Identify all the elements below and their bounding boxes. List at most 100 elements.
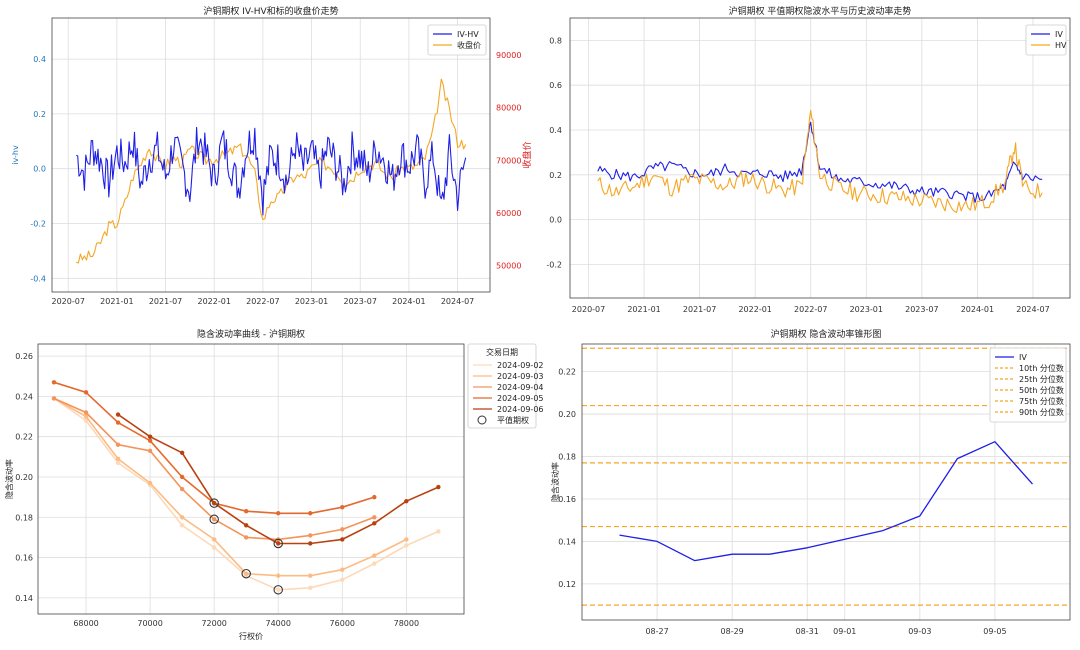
x-tick-label: 2023-01	[295, 297, 328, 306]
legend-title: 交易日期	[486, 347, 518, 357]
y-tick-label: 0.24	[15, 392, 33, 401]
x-tick-label: 2022-01	[198, 297, 231, 306]
x-tick-label: 2023-07	[905, 305, 938, 314]
y-tick-label: 0.0	[549, 216, 562, 225]
legend-label: 2024-09-04	[497, 383, 544, 392]
legend-label: IV-HV	[457, 30, 479, 39]
legend-label: 2024-09-06	[497, 405, 544, 414]
data-point	[83, 390, 89, 395]
x-tick-label: 76000	[330, 619, 355, 628]
y-tick-label: 0.12	[558, 580, 576, 589]
legend-marker	[477, 415, 487, 425]
data-point	[340, 505, 345, 510]
chart-smile: 68000 70000 72000 74000 76000 78000 0.14 0.16 0.…	[4, 328, 544, 641]
atm-point-marker	[241, 568, 251, 579]
legend-label: 2024-09-02	[497, 361, 544, 370]
chart3-frame	[37, 343, 465, 615]
legend-label: IV	[1055, 30, 1063, 39]
data-point	[243, 509, 249, 514]
y-tick-label: 0.4	[33, 55, 46, 64]
data-point	[115, 420, 121, 425]
data-point	[179, 515, 185, 520]
y-tick-label: 0.6	[549, 81, 562, 90]
data-point	[276, 541, 281, 546]
data-point	[211, 537, 217, 542]
data-point	[340, 567, 345, 572]
chart1-frame	[51, 17, 491, 293]
x-tick-label: 2021-07	[149, 297, 182, 306]
series-iv-line	[597, 121, 1043, 203]
x-tick-label: 2020-07	[52, 297, 85, 306]
data-point	[115, 460, 121, 466]
data-point	[276, 573, 281, 578]
y-right-tick-label: 60000	[496, 209, 521, 218]
data-point	[308, 573, 313, 578]
data-point	[51, 380, 57, 385]
data-point	[83, 414, 89, 419]
data-point	[179, 486, 185, 492]
y-tick-label: -0.2	[546, 260, 562, 269]
series-line-2024-09-02	[53, 397, 439, 591]
atm-point-marker	[273, 585, 283, 595]
chart4-frame	[581, 343, 1071, 621]
chart-cone: 08-27 08-29 08-31 09-01 09-03 09-05 0.12 0.14 0.…	[550, 328, 1071, 636]
legend-label: HV	[1055, 41, 1067, 50]
y-right-tick-label: 50000	[496, 262, 521, 271]
y-tick-label: 0.2	[33, 110, 46, 119]
data-point	[308, 533, 313, 538]
chart-title: 沪铜期权 隐含波动率锥形图	[771, 328, 882, 340]
atm-point-marker	[209, 498, 219, 508]
x-tick-label: 74000	[265, 619, 290, 628]
atm-point-marker	[273, 538, 283, 549]
legend-box	[427, 24, 487, 56]
y-tick-label: 0.22	[558, 368, 576, 377]
data-point	[147, 480, 153, 486]
x-tick-label: 2023-07	[344, 297, 377, 306]
y-tick-label: 0.8	[549, 36, 562, 45]
x-tick-label: 2021-01	[627, 305, 660, 314]
chart-ivhv-price: 2020-07 2021-01 2021-07 2022-01 2022-07 2023-…	[11, 5, 533, 306]
data-point	[308, 541, 313, 546]
atm-point-marker	[209, 514, 219, 525]
data-point	[115, 456, 121, 462]
data-point	[372, 561, 377, 566]
y-tick-label: 0.22	[15, 433, 33, 442]
x-tick-label: 2022-07	[246, 297, 279, 306]
data-point	[308, 585, 313, 591]
series-iv-line	[619, 441, 1033, 562]
x-tick-label: 2024-07	[441, 297, 474, 306]
data-point	[404, 498, 409, 504]
y-tick-label: 0.18	[558, 453, 576, 462]
data-point	[211, 500, 217, 506]
x-tick-label: 2020-07	[572, 305, 605, 314]
y-tick-label: 0.20	[558, 410, 576, 419]
data-point	[211, 517, 217, 522]
x-tick-label: 72000	[201, 619, 226, 628]
x-tick-label: 08-27	[645, 627, 668, 636]
data-point	[276, 511, 281, 516]
x-tick-label: 2021-01	[100, 297, 133, 306]
data-point	[51, 396, 57, 401]
y-right-tick-label: 70000	[496, 156, 521, 165]
data-point	[179, 474, 185, 480]
y-right-axis-label: 收盘价	[521, 141, 533, 168]
x-tick-label: 2022-01	[738, 305, 771, 314]
legend-label: 90th 分位数	[1019, 407, 1064, 417]
data-point	[83, 410, 89, 415]
chart-title: 沪铜期权 IV-HV和标的收盘价走势	[203, 5, 338, 17]
data-point	[83, 418, 89, 423]
y-tick-label: 0.16	[558, 495, 576, 504]
chart-title: 隐含波动率曲线 - 沪铜期权	[197, 328, 305, 340]
data-point	[276, 587, 281, 593]
x-tick-label: 2021-07	[683, 305, 716, 314]
data-point	[243, 571, 249, 576]
x-tick-label: 08-31	[796, 627, 819, 636]
legend-label: 75th 分位数	[1019, 396, 1064, 406]
chart2-frame	[569, 17, 1071, 299]
data-point	[211, 545, 217, 550]
x-tick-label: 2024-01	[392, 297, 425, 306]
x-tick-label: 70000	[137, 619, 162, 628]
series-hv-line	[597, 109, 1043, 213]
data-point	[340, 537, 345, 542]
